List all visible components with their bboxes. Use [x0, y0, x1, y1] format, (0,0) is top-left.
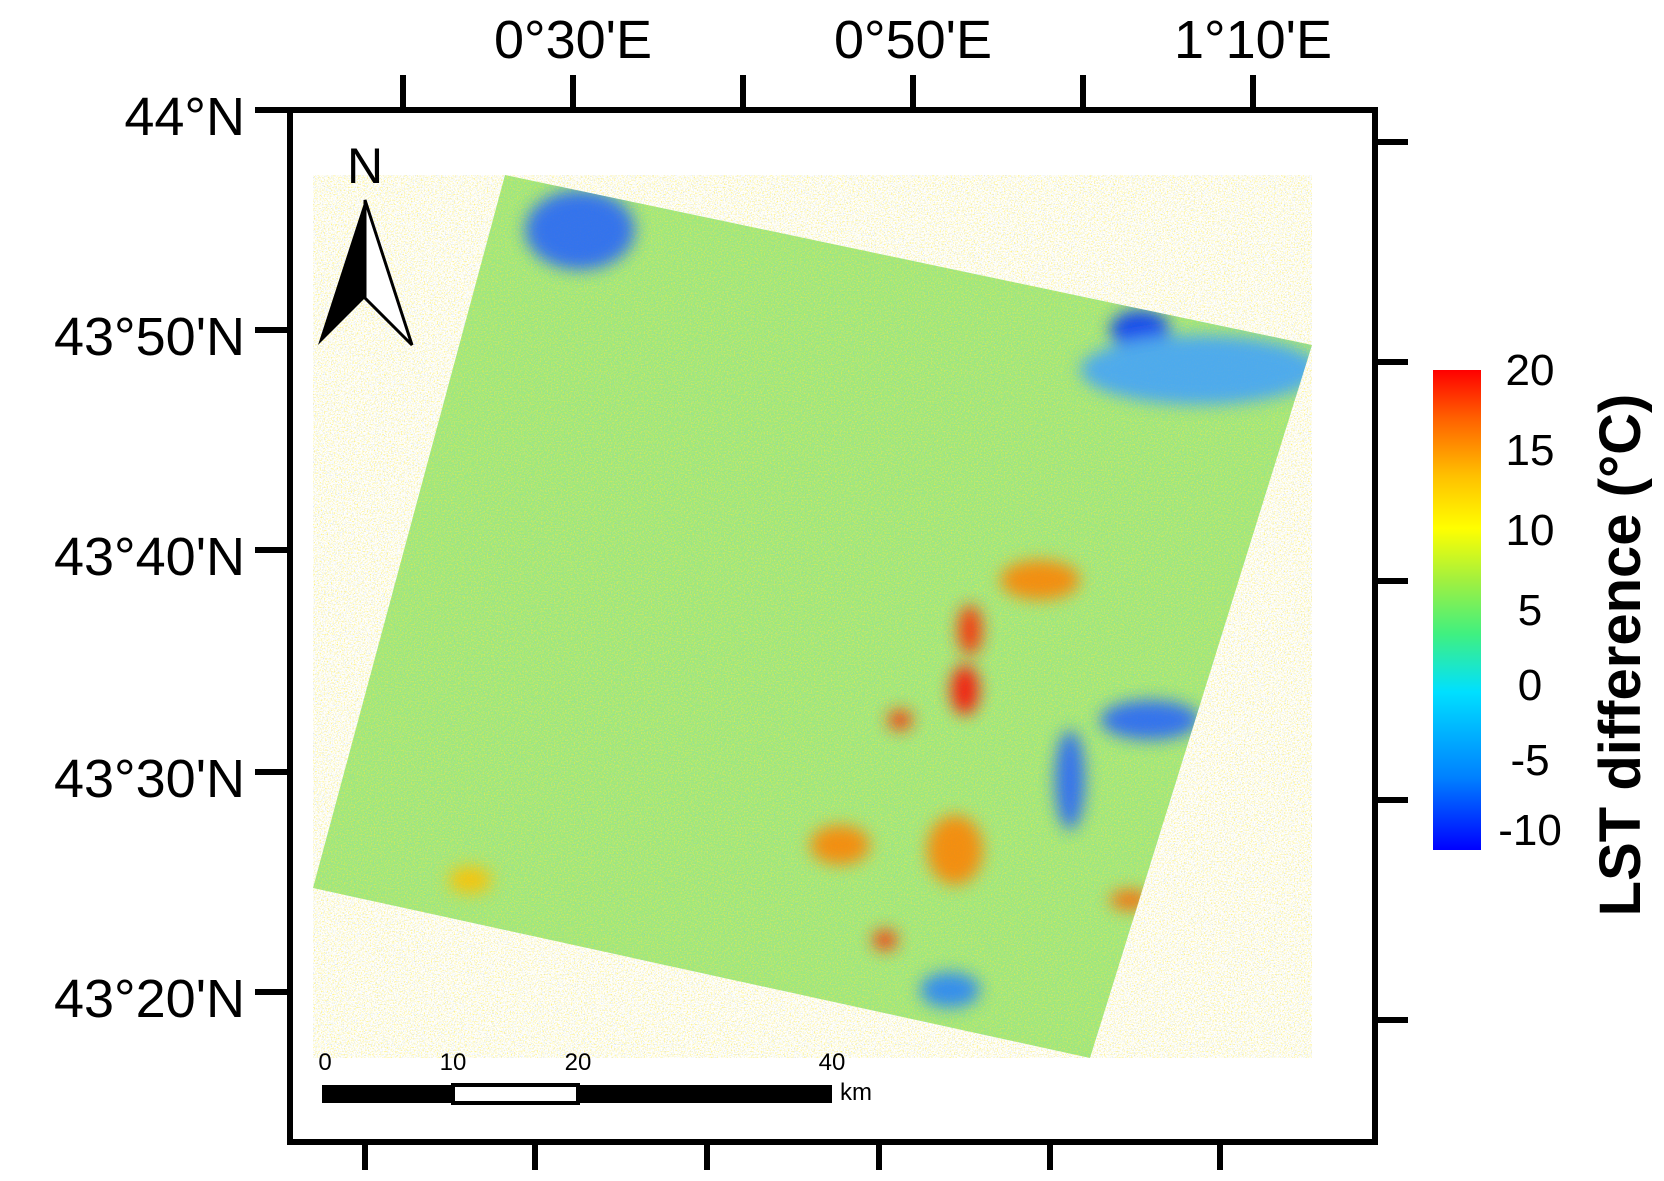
- scale-bar-label: 20: [565, 1049, 592, 1076]
- top-tick-label: 1°10'E: [1174, 10, 1332, 70]
- bottom-axis: [362, 1142, 1223, 1170]
- colorbar-ramp: [1433, 370, 1481, 850]
- top-axis: [400, 75, 1256, 110]
- map-frame: [287, 107, 1378, 1145]
- scale-bar: 0 10 20 40 km: [318, 1049, 872, 1106]
- colorbar-label: -10: [1498, 806, 1562, 855]
- raster-anomalies: [448, 190, 1312, 1008]
- colorbar-label: 15: [1506, 426, 1555, 475]
- top-tick-label: 0°30'E: [494, 10, 652, 70]
- colorbar-label: 10: [1506, 506, 1555, 555]
- right-axis: [1375, 139, 1408, 1023]
- colorbar-label: 20: [1506, 346, 1555, 395]
- colorbar-label: 5: [1518, 586, 1542, 635]
- top-tick-labels: 0°30'E 0°50'E 1°10'E: [494, 10, 1332, 70]
- left-axis: [255, 107, 290, 995]
- scale-bar-unit: km: [840, 1079, 872, 1106]
- scale-bar-label: 40: [819, 1049, 846, 1076]
- raster-footprint: [313, 175, 1312, 1058]
- left-tick-label: 43°30'N: [54, 749, 245, 809]
- scale-bar-segment: [322, 1085, 453, 1103]
- north-arrow: N: [318, 138, 414, 347]
- north-arrow-label: N: [347, 138, 383, 194]
- colorbar-title: LST difference (°C): [1588, 394, 1653, 917]
- left-tick-label: 43°50'N: [54, 307, 245, 367]
- colorbar-label: 0: [1518, 661, 1542, 710]
- scale-bar-label: 0: [318, 1049, 331, 1076]
- scale-bar-label: 10: [440, 1049, 467, 1076]
- north-arrow-left-half: [318, 200, 365, 345]
- left-tick-label: 43°20'N: [54, 969, 245, 1029]
- scale-bar-segment: [578, 1085, 832, 1103]
- scale-bar-segment: [451, 1083, 580, 1105]
- lst-raster: [313, 175, 1312, 1058]
- top-tick-label: 0°50'E: [834, 10, 992, 70]
- colorbar: 20 15 10 5 0 -5 -10 LST difference (°C): [1433, 346, 1653, 916]
- left-tick-labels: 44°N 43°50'N 43°40'N 43°30'N 43°20'N: [54, 87, 245, 1029]
- left-tick-label: 43°40'N: [54, 527, 245, 587]
- north-arrow-right-half: [363, 199, 414, 347]
- left-tick-label: 44°N: [124, 87, 245, 147]
- colorbar-label: -5: [1510, 736, 1549, 785]
